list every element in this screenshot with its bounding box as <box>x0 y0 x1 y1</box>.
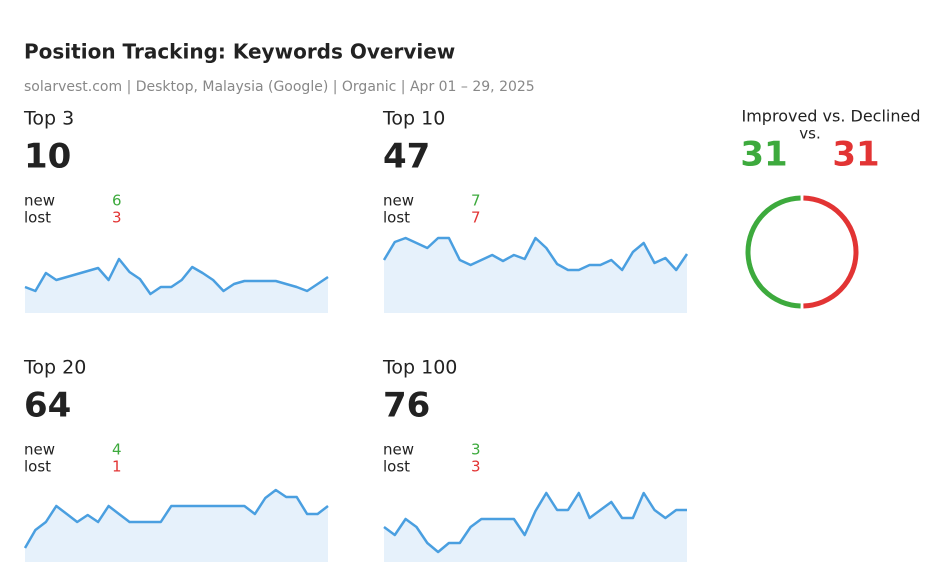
ratio-separator: vs. <box>799 125 820 143</box>
trend-line <box>24 257 329 296</box>
new-count: 7 <box>471 192 481 210</box>
card-label: Top 3 <box>23 108 74 130</box>
card-label: Top 20 <box>23 357 86 379</box>
lost-count: 3 <box>112 209 122 227</box>
lost-label: lost <box>24 458 51 476</box>
trend-line <box>382 236 689 272</box>
card-value: 76 <box>383 386 430 426</box>
declined-count: 31 <box>832 135 879 175</box>
new-count: 3 <box>471 441 481 459</box>
card-value: 64 <box>24 386 71 426</box>
lost-count: 7 <box>471 209 481 227</box>
new-label: new <box>383 192 414 210</box>
card-value: 10 <box>24 137 71 177</box>
lost-label: lost <box>383 209 410 227</box>
new-label: new <box>383 441 414 459</box>
trend-area <box>25 490 328 562</box>
new-label: new <box>24 192 55 210</box>
improved-count: 31 <box>740 135 787 175</box>
new-count: 4 <box>112 441 122 459</box>
trend-area <box>384 238 687 313</box>
trend-line <box>23 488 329 549</box>
trend-area <box>384 493 687 562</box>
lost-label: lost <box>24 209 51 227</box>
lost-label: lost <box>383 458 410 476</box>
card-label: Top 10 <box>382 108 445 130</box>
improved-arc <box>745 195 801 309</box>
lost-count: 1 <box>112 458 122 476</box>
new-label: new <box>24 441 55 459</box>
subtitle: solarvest.com | Desktop, Malaysia (Googl… <box>24 79 535 95</box>
card-label: Top 100 <box>382 357 457 379</box>
title: Position Tracking: Keywords Overview <box>24 40 455 64</box>
ratio-title: Improved vs. Declined <box>742 107 921 126</box>
trend-line <box>383 491 687 554</box>
new-count: 6 <box>112 192 122 210</box>
declined-arc <box>803 195 859 309</box>
trend-area <box>25 259 328 313</box>
lost-count: 3 <box>471 458 481 476</box>
card-value: 47 <box>383 137 430 177</box>
